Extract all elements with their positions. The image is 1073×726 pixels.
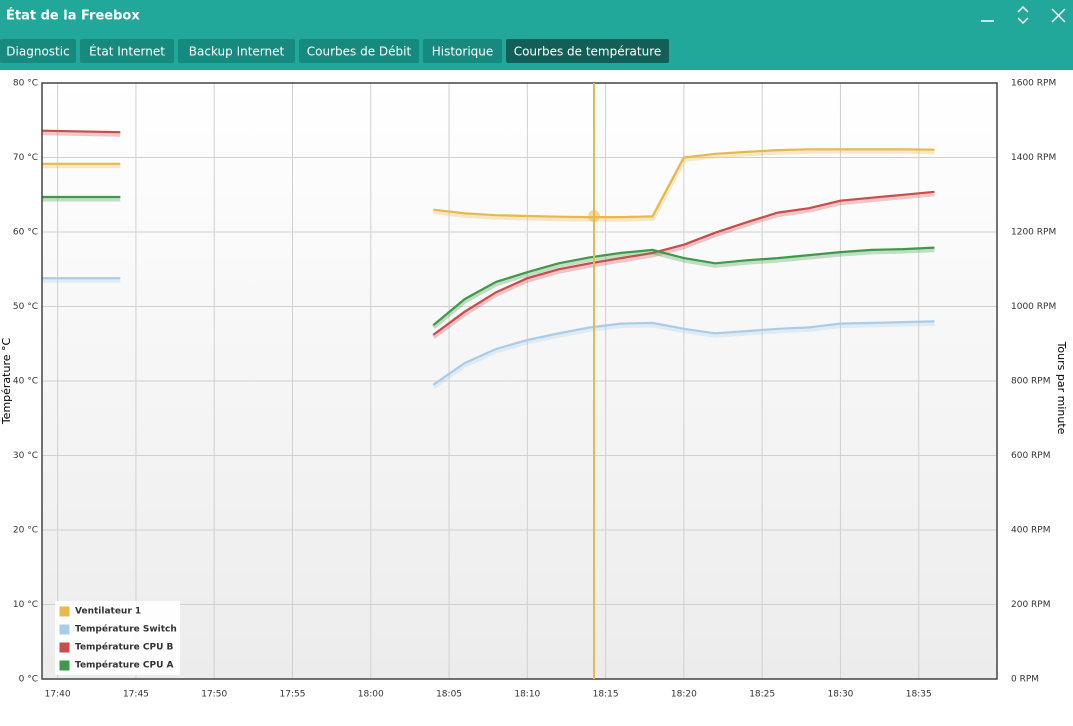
legend-label: Température CPU B — [75, 642, 174, 653]
y-tick-label: 10 °C — [13, 600, 38, 610]
y-tick-label: 80 °C — [13, 79, 38, 89]
series-shadow — [42, 196, 935, 330]
x-tick-label: 18:05 — [436, 690, 462, 700]
tab[interactable] — [0, 39, 76, 63]
x-tick-label: 18:20 — [671, 690, 697, 700]
legend-swatch — [58, 623, 71, 636]
y-tick-label: 30 °C — [13, 451, 38, 461]
maximize-button[interactable] — [1017, 5, 1029, 25]
y2-tick-label: 400 RPM — [1011, 526, 1051, 536]
x-tick-label: 17:55 — [280, 690, 306, 700]
legend-box — [55, 601, 180, 675]
y2-axis-title: Tours par minute — [1055, 341, 1068, 435]
x-tick-label: 17:45 — [123, 690, 149, 700]
legend-label: Ventilateur 1 — [75, 607, 141, 617]
y-tick-label: 50 °C — [13, 302, 38, 312]
y2-tick-label: 600 RPM — [1011, 451, 1051, 461]
y-tick-label: 40 °C — [13, 377, 38, 387]
series-line — [42, 277, 935, 386]
legend-label: Température Switch — [75, 624, 177, 635]
series-shadow — [41, 130, 935, 339]
y2-tick-label: 800 RPM — [1011, 377, 1051, 387]
legend-label: Température CPU A — [75, 660, 174, 671]
legend-swatch — [58, 659, 71, 672]
y-tick-label: 70 °C — [13, 153, 38, 163]
y2-tick-label: 1400 RPM — [1011, 153, 1056, 163]
tab-label[interactable]: Historique — [432, 45, 494, 59]
legend-swatch — [58, 641, 71, 654]
x-tick-label: 17:50 — [201, 690, 227, 700]
x-tick-label: 18:00 — [358, 690, 384, 700]
y-tick-label: 20 °C — [13, 526, 38, 536]
tab-label[interactable]: Courbes de Débit — [307, 45, 412, 59]
series-line — [41, 129, 935, 336]
y-tick-label: 60 °C — [13, 228, 38, 238]
series-line — [42, 195, 935, 326]
x-tick-label: 18:30 — [827, 690, 853, 700]
close-button[interactable] — [1051, 8, 1066, 23]
window-title: État de la Freebox — [6, 8, 140, 24]
tab-label[interactable]: Backup Internet — [189, 45, 285, 59]
x-tick-label: 18:35 — [906, 690, 932, 700]
cursor-point — [588, 210, 600, 222]
y2-tick-label: 200 RPM — [1011, 600, 1051, 610]
y-tick-label: 0 °C — [19, 675, 38, 685]
tab-label[interactable]: Diagnostic — [6, 45, 69, 59]
tab[interactable] — [506, 39, 669, 63]
tab-bar: Diagnostic État Internet Backup Internet Co… — [0, 39, 669, 63]
tab[interactable] — [423, 39, 502, 63]
x-tick-label: 18:10 — [514, 690, 540, 700]
plot-border — [41, 82, 998, 680]
tab[interactable] — [299, 39, 419, 63]
series-line — [42, 148, 935, 219]
legend: Ventilateur 1 Température Switch Températu… — [55, 601, 180, 675]
tab-label[interactable]: Courbes de température — [514, 45, 662, 59]
x-tick-label: 18:25 — [749, 690, 775, 700]
y-axis-title: Température °C — [0, 338, 13, 426]
x-tick-label: 17:40 — [45, 690, 71, 700]
y2-tick-label: 1200 RPM — [1011, 228, 1056, 238]
legend-swatch — [58, 605, 71, 618]
y2-tick-label: 1000 RPM — [1011, 302, 1056, 312]
y2-tick-label: 0 RPM — [1011, 675, 1039, 685]
y2-tick-label: 1600 RPM — [1011, 79, 1056, 89]
x-tick-label: 18:15 — [593, 690, 619, 700]
tab[interactable] — [80, 39, 174, 63]
tab[interactable] — [178, 39, 295, 63]
series-shadow — [42, 277, 935, 389]
tab-label[interactable]: État Internet — [89, 44, 165, 59]
